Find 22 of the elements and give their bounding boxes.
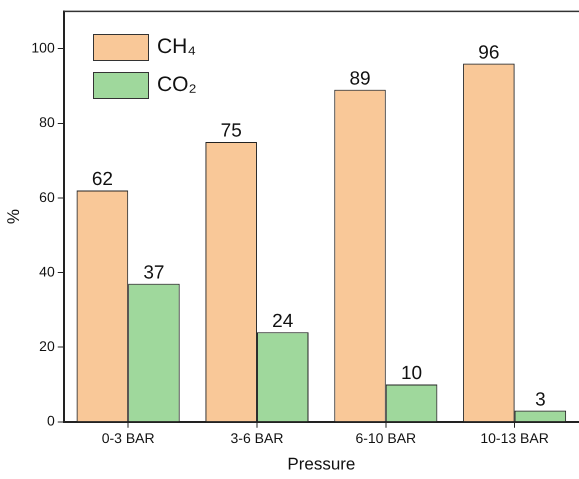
data-label: 89 [349, 68, 371, 90]
data-label: 3 [535, 389, 546, 410]
y-tick-label: 100 [31, 40, 55, 56]
x-axis-title: Pressure [287, 454, 356, 474]
x-tick-label: 3-6 BAR [230, 430, 284, 446]
y-tick-label: 60 [39, 188, 55, 205]
x-tick-label: 6-10 BAR [355, 430, 416, 446]
y-tick-label: 80 [39, 114, 55, 130]
x-tick-label: 10-13 BAR [480, 430, 549, 446]
data-label: 10 [400, 363, 422, 384]
data-label: 62 [92, 169, 113, 190]
y-tick-label: 40 [39, 263, 55, 280]
x-tick-label: 0-3 BAR [102, 430, 155, 446]
data-label: 96 [478, 42, 500, 64]
data-label: 37 [143, 262, 164, 284]
data-label: 24 [272, 310, 294, 332]
legend-label: CH₄ [157, 35, 196, 59]
legend-label: CO₂ [157, 73, 197, 97]
y-axis-title: % [4, 209, 23, 224]
y-tick-label: 20 [39, 338, 55, 354]
y-tick-label: 0 [46, 412, 55, 429]
data-label: 75 [220, 120, 242, 142]
